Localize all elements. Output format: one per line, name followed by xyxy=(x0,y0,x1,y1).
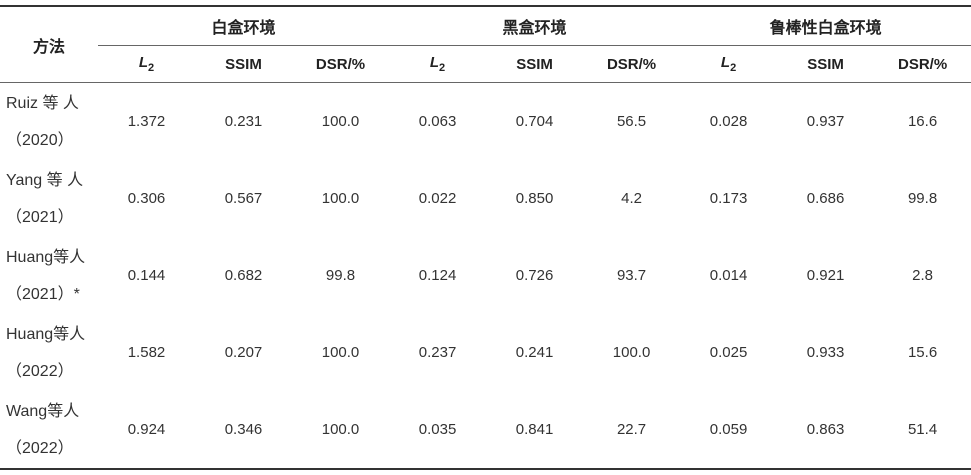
table-row: Wang等人 （2022） 0.924 0.346 100.0 0.035 0.… xyxy=(0,391,971,470)
value-cell: 0.124 xyxy=(418,267,457,284)
value-cell: 0.850 xyxy=(515,190,554,207)
value-cell: 0.346 xyxy=(195,391,292,470)
metric-header-dsr: DSR/% xyxy=(583,45,681,83)
metric-header-l2: L2 xyxy=(389,45,487,83)
value-cell: 1.372 xyxy=(127,113,166,130)
value-cell: 0.924 xyxy=(98,391,195,470)
value-cell: 1.582 xyxy=(127,344,166,361)
metric-header-ssim: SSIM xyxy=(195,45,292,83)
method-year: （2022） xyxy=(6,439,74,457)
value-cell: 22.7 xyxy=(583,391,681,470)
method-column-header: 方法 xyxy=(0,5,98,83)
method-cell: Huang等人 （2022） xyxy=(0,314,98,391)
value-cell: 0.841 xyxy=(486,391,584,470)
table-body: Ruiz 等 人 （2020） 1.372 0.231 100.0 0.063 … xyxy=(0,83,971,470)
method-cell: Yang 等 人 （2021） xyxy=(0,160,98,237)
value-cell: 0.933 xyxy=(806,344,845,361)
method-cell: Ruiz 等 人 （2020） xyxy=(0,83,98,161)
value-cell: 0.035 xyxy=(389,391,487,470)
value-cell: 0.241 xyxy=(515,344,554,361)
value-cell: 0.921 xyxy=(806,267,845,284)
metric-header-l2: L2 xyxy=(98,45,195,83)
value-cell: 99.8 xyxy=(907,190,938,207)
table-row: Huang等人 （2021）* 0.144 0.682 99.8 0.124 0… xyxy=(0,237,971,314)
table-row: Ruiz 等 人 （2020） 1.372 0.231 100.0 0.063 … xyxy=(0,83,971,161)
value-cell: 0.025 xyxy=(709,344,748,361)
value-cell: 0.704 xyxy=(515,113,554,130)
value-cell: 0.022 xyxy=(418,190,457,207)
value-cell: 0.059 xyxy=(680,391,778,470)
table-row: Huang等人 （2022） 1.582 0.207 100.0 0.237 0… xyxy=(0,314,971,391)
metric-header-row: L2 SSIM DSR/% L2 SSIM DSR/% L2 SSIM DSR/… xyxy=(0,45,971,83)
value-cell: 100.0 xyxy=(321,113,360,130)
group-header-blackbox: 黑盒环境 xyxy=(389,5,681,46)
value-cell: 56.5 xyxy=(616,113,647,130)
value-cell: 0.306 xyxy=(127,190,166,207)
value-cell: 0.726 xyxy=(515,267,554,284)
value-cell: 0.014 xyxy=(709,267,748,284)
metric-header-dsr: DSR/% xyxy=(292,45,390,83)
value-cell: 16.6 xyxy=(907,113,938,130)
method-name: Huang等人 xyxy=(6,325,86,343)
method-year: （2021） xyxy=(6,208,74,226)
method-name: Wang等人 xyxy=(6,402,80,420)
value-cell: 0.207 xyxy=(224,344,263,361)
value-cell: 0.682 xyxy=(224,267,263,284)
method-year: （2022） xyxy=(6,362,74,380)
value-cell: 15.6 xyxy=(907,344,938,361)
value-cell: 4.2 xyxy=(621,190,642,207)
group-header-robust-whitebox: 鲁棒性白盒环境 xyxy=(680,5,971,46)
value-cell: 100.0 xyxy=(321,190,360,207)
value-cell: 0.937 xyxy=(806,113,845,130)
value-cell: 0.028 xyxy=(709,113,748,130)
value-cell: 100.0 xyxy=(612,344,651,361)
results-table: 方法 白盒环境 黑盒环境 鲁棒性白盒环境 L2 SSIM DSR/% L2 SS… xyxy=(0,5,971,470)
value-cell: 0.144 xyxy=(127,267,166,284)
value-cell: 0.567 xyxy=(224,190,263,207)
value-cell: 93.7 xyxy=(616,267,647,284)
value-cell: 0.237 xyxy=(418,344,457,361)
value-cell: 0.863 xyxy=(777,391,875,470)
method-cell: Huang等人 （2021）* xyxy=(0,237,98,314)
value-cell: 0.173 xyxy=(709,190,748,207)
value-cell: 0.063 xyxy=(418,113,457,130)
metric-header-l2: L2 xyxy=(680,45,778,83)
metric-header-dsr: DSR/% xyxy=(874,45,971,83)
metric-header-ssim: SSIM xyxy=(777,45,875,83)
value-cell: 0.686 xyxy=(806,190,845,207)
method-year: （2021）* xyxy=(6,285,80,303)
metric-header-ssim: SSIM xyxy=(486,45,584,83)
value-cell: 99.8 xyxy=(325,267,356,284)
value-cell: 0.231 xyxy=(224,113,263,130)
table-header: 方法 白盒环境 黑盒环境 鲁棒性白盒环境 L2 SSIM DSR/% L2 SS… xyxy=(0,5,971,83)
table-row: Yang 等 人 （2021） 0.306 0.567 100.0 0.022 … xyxy=(0,160,971,237)
method-name: Ruiz 等 人 xyxy=(6,94,79,112)
value-cell: 2.8 xyxy=(912,267,933,284)
value-cell: 100.0 xyxy=(321,344,360,361)
method-name: Yang 等 人 xyxy=(6,171,84,189)
group-header-whitebox: 白盒环境 xyxy=(98,5,390,46)
method-year: （2020） xyxy=(6,131,74,149)
value-cell: 51.4 xyxy=(874,391,971,470)
method-cell: Wang等人 （2022） xyxy=(0,391,98,470)
method-name: Huang等人 xyxy=(6,248,86,266)
value-cell: 100.0 xyxy=(292,391,390,470)
